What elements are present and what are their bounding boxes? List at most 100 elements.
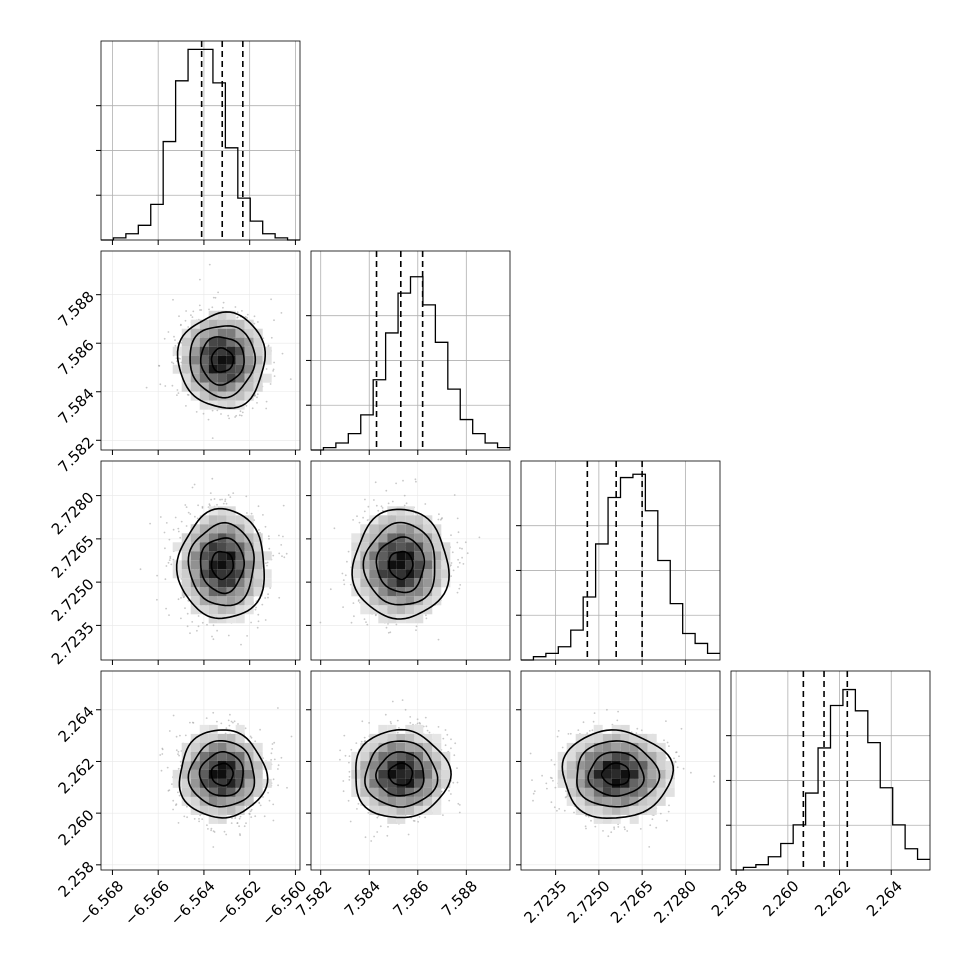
scatter-point [267,344,270,347]
scatter-point [271,748,274,750]
scatter-point [398,727,400,729]
scatter-point [273,319,275,322]
scatter-point [386,834,389,837]
scatter-point [270,759,272,761]
density-cell [190,382,200,392]
density-cell [235,578,245,588]
density-cell [369,569,379,579]
scatter-point [170,563,173,566]
scatter-point [452,781,455,784]
density-cell [190,355,200,365]
scatter-point [193,483,196,486]
density-cell [262,346,272,356]
density-cell [181,569,191,579]
density-cell [199,769,209,779]
density-cell [217,587,227,597]
density-cell [235,560,245,570]
density-cell [378,560,388,570]
density-cell [244,382,254,392]
panel-2-2 [516,460,721,665]
density-cell [208,364,218,374]
scatter-point [452,569,455,572]
scatter-point [196,629,198,632]
scatter-point [189,632,191,635]
scatter-point [437,726,440,728]
scatter-point [223,830,226,833]
scatter-point [377,509,380,512]
scatter-point [376,831,379,833]
scatter-point [272,370,274,372]
scatter-point [389,721,392,723]
scatter-point [442,814,444,816]
density-cell [396,560,406,570]
scatter-point [222,502,225,505]
scatter-point [149,522,152,525]
scatter-point [424,503,427,505]
scatter-point [178,754,181,757]
density-cell [208,569,218,579]
scatter-point [264,525,267,528]
scatter-point [365,621,367,623]
scatter-point [236,316,239,319]
scatter-point [202,412,205,415]
scatter-point [168,730,171,732]
density-cell [262,569,272,579]
scatter-point [209,504,211,507]
scatter-point [357,802,360,805]
scatter-point [180,342,183,344]
scatter-point [168,559,171,561]
scatter-point [456,767,458,769]
density-cell [181,373,191,383]
density-cell [235,533,245,543]
scatter-point [412,819,415,822]
scatter-point [462,563,465,565]
density-cell [181,587,191,597]
scatter-point [187,326,190,328]
scatter-point [256,626,259,629]
scatter-point [286,786,288,789]
density-cell [172,542,182,552]
scatter-point [349,583,352,586]
density-cell [387,578,397,588]
scatter-point [262,514,264,516]
panel-frame [100,40,301,241]
scatter-point [453,754,456,757]
scatter-point [255,606,257,609]
scatter-point [185,506,188,508]
panel-3-0 [96,670,301,875]
density-cell [217,355,227,365]
scatter-point [236,822,239,824]
scatter-point [163,337,166,340]
density-cell [217,796,227,806]
density-cell [181,560,191,570]
density-cell [190,769,200,779]
scatter-point [177,598,180,601]
scatter-point [222,301,225,304]
density-cell [208,724,218,734]
scatter-point [235,414,238,417]
scatter-point [453,494,456,496]
scatter-point [259,531,261,534]
scatter-point [375,504,378,507]
scatter-point [237,723,239,725]
scatter-point [228,724,231,727]
scatter-point [219,498,222,501]
scatter-point [186,805,188,808]
panel-frame [100,460,301,661]
density-cell [432,596,442,606]
scatter-point [240,643,242,646]
density-cell [190,596,200,606]
scatter-point [439,518,442,521]
scatter-point [175,735,178,738]
scatter-point [290,735,293,738]
scatter-point [177,767,180,770]
density-cell [181,355,191,365]
scatter-point [403,504,406,507]
scatter-point [164,547,166,550]
scatter-point [251,407,254,410]
density-cell [235,551,245,561]
scatter-point [263,815,266,818]
density-cell [199,533,209,543]
scatter-point [214,296,217,299]
density-cell [253,769,263,779]
